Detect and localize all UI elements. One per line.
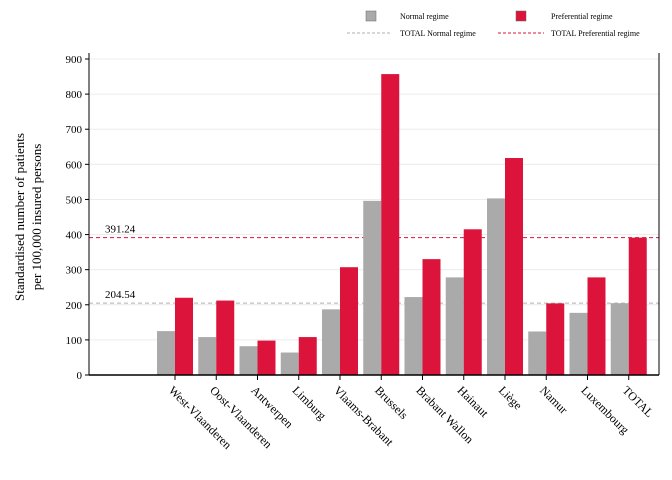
bar — [175, 297, 193, 375]
bar — [505, 158, 523, 375]
axes: 0100200300400500600700800900West-Vlaande… — [66, 53, 660, 452]
bar — [322, 309, 340, 375]
bar — [280, 352, 299, 375]
y-tick-label: 800 — [66, 89, 83, 101]
bars — [157, 74, 647, 375]
reference-line-label: 204.54 — [105, 289, 136, 301]
y-tick-label: 500 — [66, 194, 83, 206]
x-tick-label: TOTAL — [620, 383, 657, 420]
x-tick-label: Brussels — [372, 383, 411, 422]
y-tick-label: 700 — [66, 124, 83, 136]
legend: Normal regime Preferential regime TOTAL No… — [347, 10, 640, 38]
y-axis-title-line: per 100,000 insured persons — [29, 144, 44, 291]
y-tick-label: 200 — [66, 300, 83, 312]
bar — [587, 277, 606, 375]
y-tick-label: 300 — [66, 265, 83, 277]
y-axis-title: Standardised number of patients per 100,0… — [12, 133, 44, 301]
bar — [487, 198, 505, 375]
bar — [363, 200, 382, 375]
bar — [198, 337, 217, 375]
bar — [157, 331, 175, 375]
x-tick-label: Liège — [496, 383, 525, 412]
bar — [445, 277, 464, 375]
bar — [404, 297, 423, 375]
bar — [546, 303, 565, 375]
bar — [628, 237, 647, 375]
legend-label-preferential: Preferential regime — [551, 12, 613, 21]
legend-label-normal: Normal regime — [400, 12, 449, 21]
bar — [239, 346, 258, 375]
x-tick-label: Hainaut — [455, 383, 492, 420]
y-tick-label: 600 — [66, 159, 83, 171]
bar — [216, 300, 235, 375]
reference-line-label: 391.24 — [105, 224, 136, 236]
bar — [610, 303, 629, 375]
legend-swatch-normal — [365, 10, 377, 22]
y-tick-label: 900 — [66, 54, 83, 66]
y-tick-label: 100 — [66, 335, 83, 347]
bar — [298, 337, 317, 375]
bar — [463, 229, 482, 375]
bar — [569, 312, 588, 375]
bar — [422, 259, 441, 375]
x-tick-label: Namur — [537, 383, 570, 416]
legend-label-total-preferential: TOTAL Preferential regime — [551, 29, 640, 38]
bar — [381, 74, 400, 375]
y-tick-label: 0 — [77, 370, 83, 382]
legend-swatch-preferential — [515, 10, 527, 22]
legend-label-total-normal: TOTAL Normal regime — [400, 29, 476, 38]
bar — [257, 340, 276, 375]
bar — [340, 267, 358, 375]
bar — [528, 331, 547, 375]
y-axis-title-line: Standardised number of patients — [12, 133, 27, 301]
x-tick-label: Limburg — [290, 383, 329, 422]
y-tick-label: 400 — [66, 230, 83, 242]
